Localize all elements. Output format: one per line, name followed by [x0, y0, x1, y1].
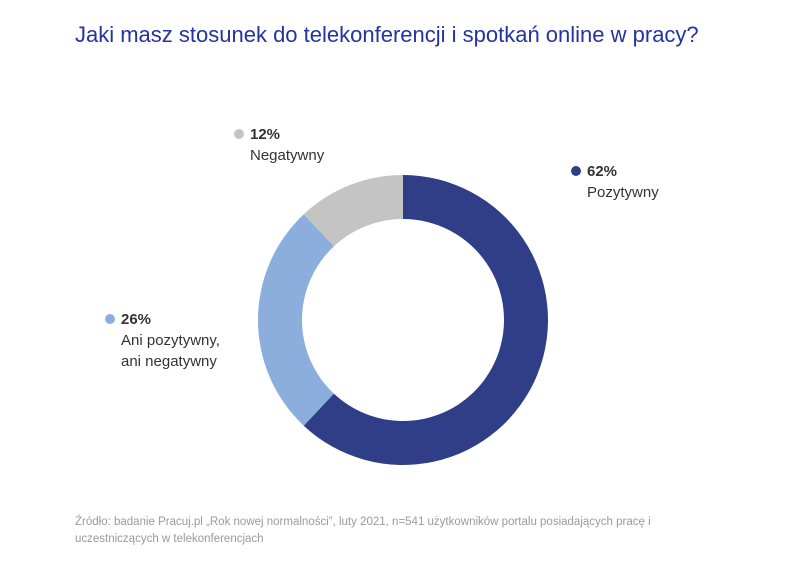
donut-slice-1 [258, 214, 334, 426]
legend-dot [234, 129, 244, 139]
legend-label-neutral: 26% Ani pozytywny, ani negatywny [105, 309, 220, 372]
source-note: Źródło: badanie Pracuj.pl „Rok nowej nor… [75, 516, 651, 545]
donut-slice-2 [303, 175, 403, 247]
chart-title: Jaki masz stosunek do telekonferencji i … [75, 22, 699, 47]
slice-value-label: 26% [121, 311, 152, 328]
legend-dot [571, 166, 581, 176]
slice-name-label: Pozytywny [587, 184, 659, 201]
legend-label-negatywny: 12% Negatywny [234, 124, 325, 166]
legend-label-pozytywny: 62% Pozytywny [571, 161, 659, 203]
slice-value-label: 62% [587, 163, 618, 180]
slice-value-label: 12% [250, 126, 281, 143]
slice-name-label-line1: Ani pozytywny, [121, 332, 220, 349]
donut-slice-0 [303, 175, 548, 465]
slice-name-label-line2: ani negatywny [121, 353, 217, 370]
slice-name-label: Negatywny [250, 147, 325, 164]
legend-dot [105, 314, 115, 324]
